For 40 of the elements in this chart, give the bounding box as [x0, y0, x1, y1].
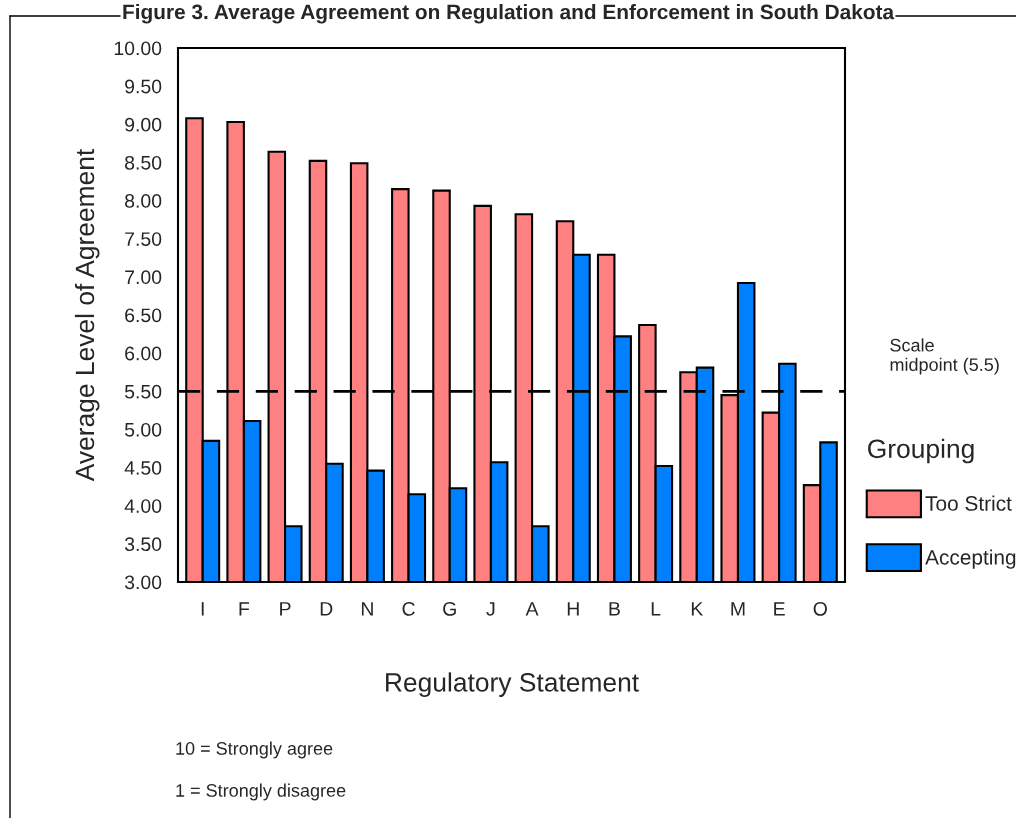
legend-title: Grouping: [868, 438, 974, 464]
y-tick-label: 5.50: [124, 384, 162, 399]
x-tick-label: N: [361, 602, 373, 616]
y-axis-title: Average Level of Agreement: [74, 148, 100, 482]
x-tick-label: O: [813, 601, 827, 616]
y-tick-label: 4.50: [124, 461, 162, 475]
x-tick-label: E: [774, 602, 785, 616]
legend-label: Too Strict: [925, 495, 1012, 511]
x-tick-label: C: [402, 601, 415, 616]
y-tick-label: 8.50: [125, 155, 162, 170]
x-tick-label: F: [239, 602, 250, 616]
y-tick-label: 6.50: [125, 308, 162, 323]
y-tick-label: 9.50: [125, 79, 162, 94]
y-tick-label: 8.00: [125, 194, 162, 208]
x-axis-title: Regulatory Statement: [386, 672, 639, 697]
chart-title: Figure 3. Average Agreement on Regulation and Enforcement in South Dakota: [123, 4, 895, 24]
x-tick-label: A: [525, 602, 539, 616]
x-tick-label: I: [201, 602, 204, 616]
y-tick-label: 4.00: [124, 499, 162, 513]
y-tick-label: 5.00: [124, 422, 162, 437]
legend-label: Accepting: [925, 549, 1016, 569]
x-tick-label: K: [691, 602, 704, 616]
y-tick-label: 10.00: [114, 41, 162, 56]
text: 1 = Strongly disagree: [176, 783, 346, 801]
y-tick-label: 7.50: [125, 232, 162, 246]
text: 10 = Strongly agree: [176, 741, 333, 759]
x-tick-label: D: [320, 602, 333, 616]
x-tick-label: H: [567, 602, 579, 616]
ref-line-label: Scale midpoint (5.5): [890, 338, 999, 375]
x-tick-label: J: [486, 602, 495, 616]
x-tick-label: P: [280, 602, 291, 616]
y-tick-label: 6.00: [125, 346, 162, 361]
x-tick-label: M: [731, 602, 745, 616]
y-tick-label: 9.00: [125, 117, 162, 132]
x-tick-label: B: [609, 602, 620, 616]
y-tick-label: 7.00: [125, 270, 162, 285]
x-tick-label: G: [443, 601, 456, 616]
y-tick-label: 3.50: [124, 537, 162, 552]
x-tick-label: L: [651, 602, 661, 616]
y-tick-label: 3.00: [124, 575, 162, 590]
